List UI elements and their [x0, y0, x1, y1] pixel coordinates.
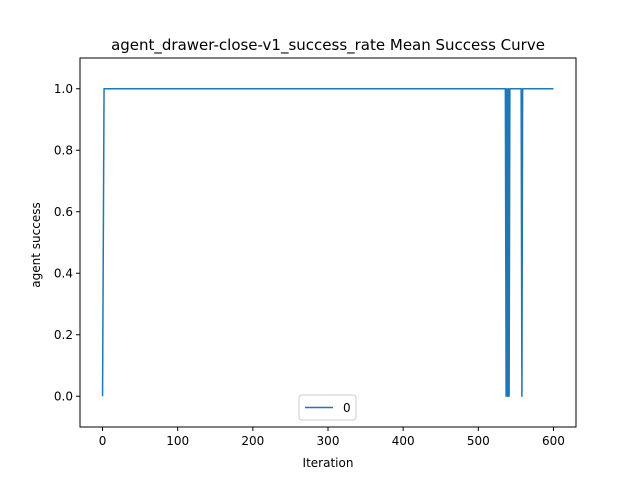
x-tick-label: 600 [542, 434, 565, 448]
series-line-0 [101, 88, 554, 397]
x-tick-label: 400 [392, 434, 415, 448]
x-tick-label: 100 [166, 434, 189, 448]
y-tick-label: 0.8 [54, 143, 73, 157]
y-tick-label: 0.4 [54, 266, 73, 280]
x-tick-label: 500 [467, 434, 490, 448]
x-axis-label: Iteration [303, 456, 354, 470]
y-tick-label: 0.0 [54, 389, 73, 403]
y-tick-label: 0.2 [54, 328, 73, 342]
x-tick-label: 300 [317, 434, 340, 448]
x-axis-ticks: 0 100 200 300 400 500 600 [99, 427, 565, 448]
x-tick-label: 200 [241, 434, 264, 448]
legend: 0 [298, 394, 357, 421]
x-tick-label: 0 [99, 434, 107, 448]
chart-title: agent_drawer-close-v1_success_rate Mean … [111, 36, 545, 55]
legend-series-label: 0 [343, 401, 351, 415]
y-tick-label: 1.0 [54, 82, 73, 96]
y-axis-ticks: 0.0 0.2 0.4 0.6 0.8 1.0 [54, 82, 80, 403]
y-axis-label: agent success [29, 202, 43, 287]
y-tick-label: 0.6 [54, 205, 73, 219]
